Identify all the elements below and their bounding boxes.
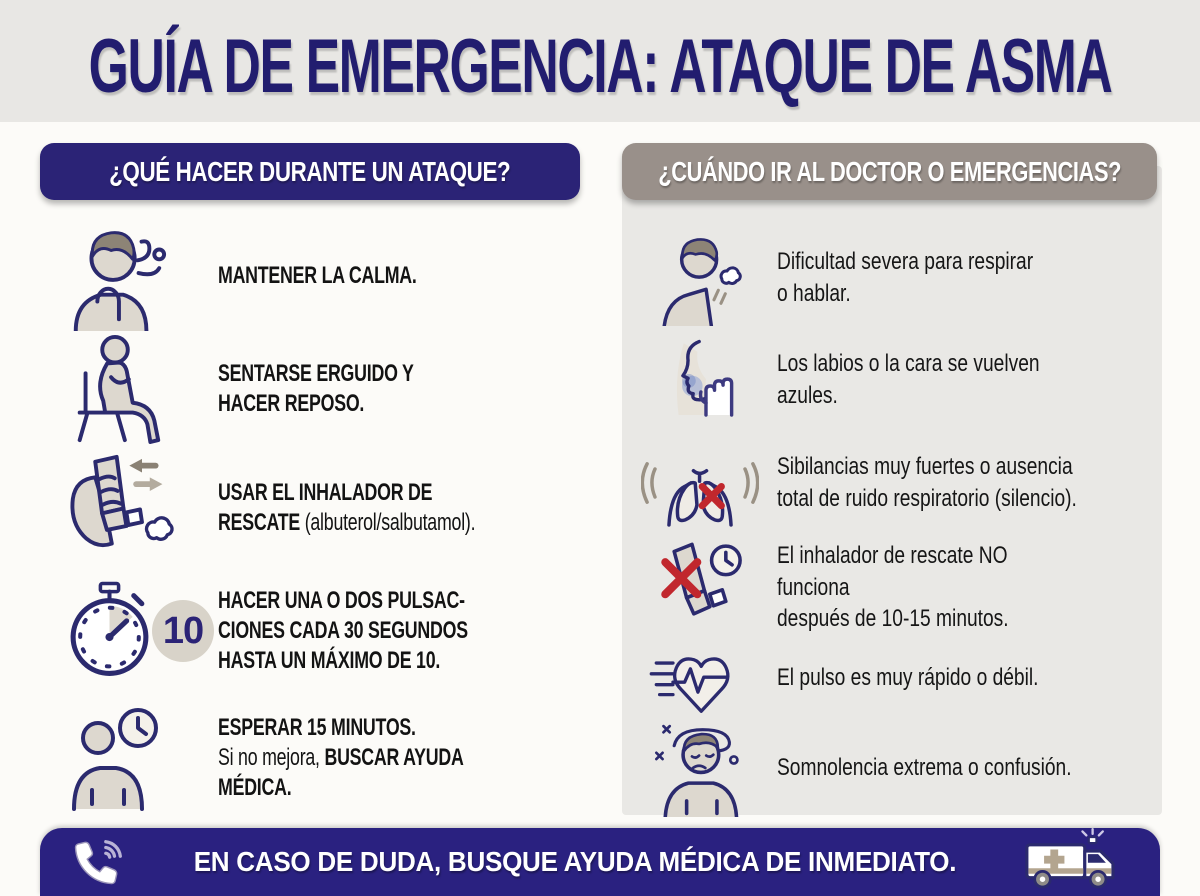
step-text: MANTENER LA CALMA. xyxy=(218,262,417,289)
blue-lips-face-icon xyxy=(622,333,777,427)
person-breathing-icon xyxy=(40,221,218,331)
dizzy-person-icon xyxy=(622,719,777,817)
warning-text: Los labios o la cara se vuelven azules. xyxy=(777,350,1040,409)
stopwatch-cluster: 10 xyxy=(62,580,214,682)
warning-text: El pulso es muy rápido o débil. xyxy=(777,663,1039,691)
step-text: USAR EL INHALADOR DE RESCATE (albuterol/… xyxy=(218,478,504,538)
footer-text: EN CASO DE DUDA, BUSQUE AYUDA MÉDICA DE … xyxy=(193,846,957,877)
list-item: El inhalador de rescate NO funciona desp… xyxy=(622,535,1162,640)
list-item: ESPERAR 15 MINUTOS. Si no mejora, BUSCAR… xyxy=(40,694,605,822)
step-text: SENTARSE ERGUIDO Y HACER REPOSO. xyxy=(218,360,414,417)
page-header: GUÍA DE EMERGENCIA: ATAQUE DE ASMA xyxy=(0,0,1200,122)
list-item: MANTENER LA CALMA. xyxy=(40,221,605,331)
warning-text: El inhalador de rescate NO funciona desp… xyxy=(777,541,1009,633)
step-text-regular: (albuterol/salbutamol). xyxy=(300,509,476,536)
person-clock-icon xyxy=(40,706,218,811)
list-item: USAR EL INHALADOR DE RESCATE (albuterol/… xyxy=(40,448,605,568)
list-item: El pulso es muy rápido o débil. xyxy=(622,640,1162,715)
step-text: ESPERAR 15 MINUTOS. Si no mejora, BUSCAR… xyxy=(218,713,504,803)
inhaler-hand-icon xyxy=(40,452,218,564)
stopwatch-icon: 10 xyxy=(40,580,218,682)
content-columns: ¿QUÉ HACER DURANTE UN ATAQUE? ¿CUÁNDO IR… xyxy=(0,122,1200,828)
warning-text: Dificultad severa para respirar o hablar… xyxy=(777,247,1034,307)
right-section-header: ¿CUÁNDO IR AL DOCTOR O EMERGENCIAS? xyxy=(622,143,1157,200)
list-item: Sibilancias muy fuertes o ausencia total… xyxy=(622,430,1162,535)
failed-inhaler-clock-icon xyxy=(622,539,777,637)
rapid-pulse-heart-icon xyxy=(622,636,777,720)
step-text-bold: BUSCAR AYUDA MÉDICA. xyxy=(218,744,464,801)
left-section-items: MANTENER LA CALMA. SENTARSE ERGUIDO Y HA… xyxy=(40,222,605,822)
left-section-header: ¿QUÉ HACER DURANTE UN ATAQUE? xyxy=(40,143,580,200)
warning-text: Sibilancias muy fuertes o ausencia total… xyxy=(777,452,1077,512)
right-section-header-label: ¿CUÁNDO IR AL DOCTOR O EMERGENCIAS? xyxy=(658,155,1121,187)
footer-banner: EN CASO DE DUDA, BUSQUE AYUDA MÉDICA DE … xyxy=(40,826,1160,896)
person-sitting-icon xyxy=(40,331,218,447)
ambulance-icon xyxy=(1021,826,1129,896)
person-coughing-icon xyxy=(622,230,777,326)
list-item: SENTARSE ERGUIDO Y HACER REPOSO. xyxy=(40,330,605,448)
left-section-header-label: ¿QUÉ HACER DURANTE UN ATAQUE? xyxy=(109,155,511,187)
list-item: Somnolencia extrema o confusión. xyxy=(622,715,1162,820)
step-text-regular: Si no mejora, xyxy=(218,744,325,771)
warning-text: Somnolencia extrema o confusión. xyxy=(777,753,1072,781)
step-text-bold: ESPERAR 15 MINUTOS. xyxy=(218,714,416,741)
step-text-bold: USAR EL INHALADOR DE RESCATE xyxy=(218,479,433,536)
right-section-items: Dificultad severa para respirar o hablar… xyxy=(622,225,1162,820)
list-item: Los labios o la cara se vuelven azules. xyxy=(622,330,1162,430)
phone-icon xyxy=(71,833,129,891)
max-puffs-badge: 10 xyxy=(152,600,214,662)
silent-lungs-icon xyxy=(622,438,777,528)
list-item: 10 HACER UNA O DOS PULSAC- CIONES CADA 3… xyxy=(40,568,605,694)
step-text: HACER UNA O DOS PULSAC- CIONES CADA 30 S… xyxy=(218,587,468,674)
list-item: Dificultad severa para respirar o hablar… xyxy=(622,225,1162,330)
page-title: GUÍA DE EMERGENCIA: ATAQUE DE ASMA xyxy=(88,23,1113,109)
